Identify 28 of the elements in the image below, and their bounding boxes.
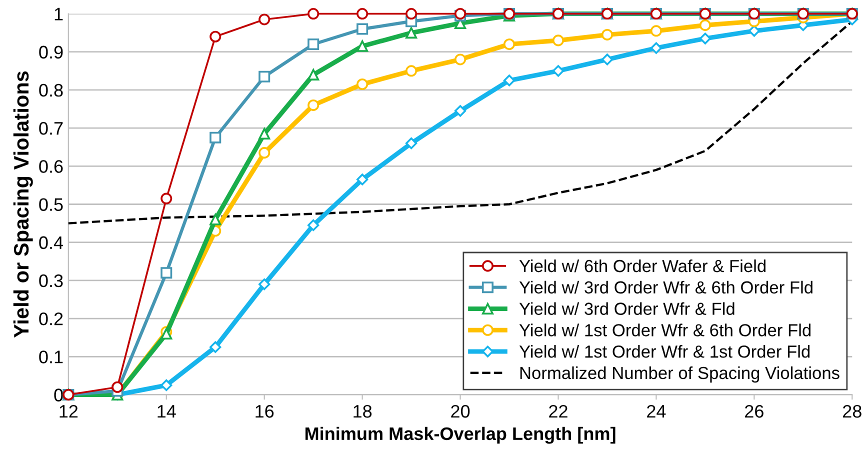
- y-tick-label: 0.9: [39, 46, 63, 59]
- legend-label: Yield w/ 1st Order Wfr & 6th Order Fld: [519, 324, 810, 336]
- y-tick-label: 1: [54, 8, 63, 20]
- x-tick-label: 26: [745, 404, 764, 418]
- legend-label: Yield w/ 1st Order Wfr & 1st Order Fld: [519, 345, 810, 358]
- x-tick-label: 12: [60, 404, 78, 418]
- y-tick-label: 0.6: [39, 160, 63, 173]
- y-tick-label: 0: [54, 388, 63, 402]
- legend-label: Yield w/ 3rd Order Wfr & 6th Order Fld: [519, 280, 812, 294]
- x-tick-label: 20: [451, 404, 470, 418]
- x-tick-label: 18: [354, 404, 372, 418]
- y-tick-label: 0.7: [39, 122, 63, 135]
- y-tick-label: 0.3: [39, 274, 63, 288]
- x-tick-label: 24: [647, 404, 666, 418]
- y-tick-label: 0.8: [39, 84, 63, 97]
- y-tick-label: 0.1: [39, 350, 63, 364]
- legend-label: Yield w/ 3rd Order Wfr & Fld: [519, 302, 734, 315]
- x-axis-title: Minimum Mask-Overlap Length [nm]: [306, 426, 616, 444]
- x-tick-label: 22: [549, 404, 568, 418]
- legend-label: Yield w/ 6th Order Wafer & Field: [519, 259, 766, 272]
- legend-label: Normalized Number of Spacing Violations: [520, 366, 840, 383]
- y-tick-label: 0.4: [39, 236, 64, 250]
- x-tick-label: 16: [256, 404, 274, 418]
- y-axis-title: Yield or Spacing Violations: [13, 71, 33, 338]
- x-tick-label: 14: [158, 405, 176, 418]
- y-tick-label: 0.2: [39, 312, 63, 326]
- x-tick-label: 28: [843, 404, 862, 418]
- y-tick-label: 0.5: [39, 198, 63, 211]
